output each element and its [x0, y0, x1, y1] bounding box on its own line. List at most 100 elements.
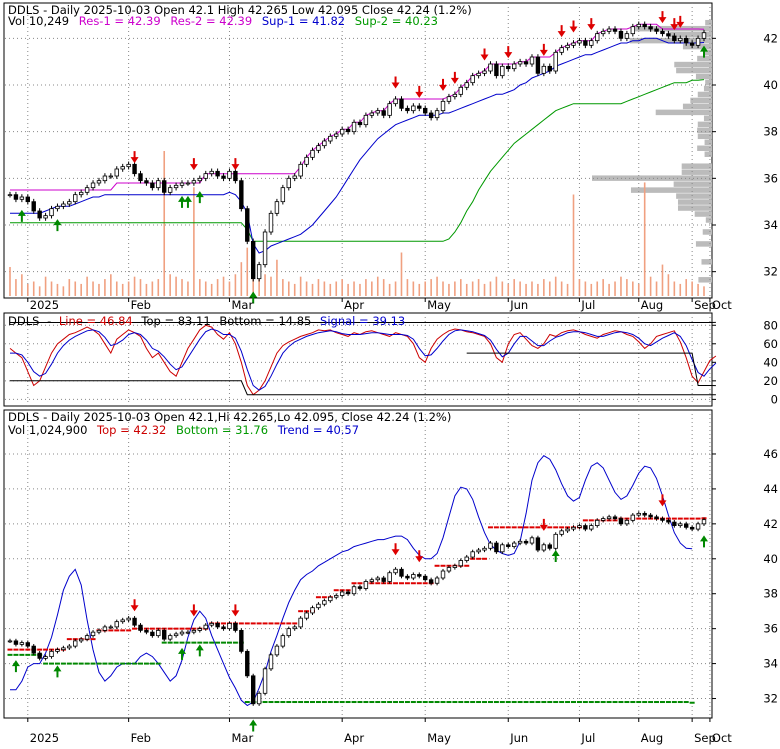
- volume-profile-bar: [678, 199, 712, 204]
- candle-body: [352, 122, 356, 131]
- volume-bar: [229, 282, 231, 297]
- volume-bar: [152, 282, 154, 297]
- candle-body: [572, 43, 576, 45]
- volume-bar: [193, 187, 195, 296]
- volume-bar: [306, 282, 308, 297]
- volume-bar: [691, 282, 693, 297]
- volume-bar: [448, 284, 450, 296]
- candle-body: [26, 643, 30, 646]
- x-tick-label: Jul: [580, 298, 595, 312]
- candle-body: [269, 213, 273, 232]
- candle-body: [109, 627, 113, 628]
- candle-body: [186, 632, 190, 633]
- volume-bar: [241, 262, 243, 296]
- volume-bar: [496, 277, 498, 296]
- candle-body: [109, 176, 113, 177]
- candle-body: [145, 630, 149, 632]
- candle-body: [240, 630, 244, 651]
- candle-body: [346, 592, 350, 594]
- volume-profile-bar: [703, 229, 712, 234]
- stochastic-y-tick-label: 60: [763, 337, 778, 351]
- candle-body: [400, 569, 404, 576]
- volume-bar: [573, 195, 575, 297]
- candle-body: [572, 527, 576, 529]
- candle-body: [512, 543, 516, 546]
- volume-bar: [632, 282, 634, 297]
- candle-body: [8, 195, 12, 196]
- bands-y-tick-label: 46: [763, 447, 778, 461]
- volume-bar: [199, 279, 201, 296]
- volume-profile-bar: [676, 193, 712, 198]
- candle-body: [14, 641, 18, 644]
- volume-bar: [15, 279, 17, 296]
- candle-body: [655, 517, 659, 519]
- candle-body: [174, 634, 178, 636]
- volume-bar: [401, 253, 403, 297]
- candle-body: [168, 188, 172, 193]
- x-tick-label: Feb: [131, 298, 151, 312]
- candle-body: [512, 64, 516, 69]
- candle-body: [690, 43, 694, 45]
- volume-bar: [596, 282, 598, 297]
- candle-body: [471, 552, 475, 557]
- volume-bar: [146, 284, 148, 296]
- candle-body: [275, 646, 279, 655]
- candle-body: [595, 520, 599, 525]
- candle-body: [370, 113, 374, 115]
- candle-body: [281, 636, 285, 646]
- stochastic-dash: -: [47, 314, 51, 328]
- x-tick-label: Mar: [231, 298, 253, 312]
- candle-body: [352, 587, 356, 594]
- candle-body: [589, 526, 593, 529]
- candle-body: [38, 211, 42, 218]
- candle-body: [68, 646, 72, 648]
- volume-profile-bar: [705, 152, 712, 157]
- candle-body: [305, 157, 309, 164]
- candle-body: [281, 188, 285, 202]
- price-panel-frame: [4, 3, 712, 298]
- bands-volume-label: Vol 1,024,900: [8, 423, 87, 437]
- price-y-tick-label: 34: [763, 218, 778, 232]
- volume-bar: [620, 277, 622, 296]
- bands-y-tick-label: 44: [763, 482, 778, 496]
- candle-body: [293, 176, 297, 178]
- x-tick-label: May: [427, 731, 451, 745]
- legend-res-1: Res-1 = 42.39: [79, 14, 161, 28]
- volume-bar: [454, 282, 456, 297]
- volume-bar: [638, 284, 640, 296]
- volume-bar: [460, 279, 462, 296]
- volume-bar: [513, 279, 515, 296]
- candle-body: [73, 641, 77, 646]
- volume-bar: [187, 282, 189, 297]
- price-y-tick-label: 36: [763, 171, 778, 185]
- candle-body: [453, 566, 457, 568]
- volume-bar: [424, 282, 426, 297]
- candle-body: [323, 141, 327, 146]
- candle-body: [518, 541, 522, 543]
- volume-bar: [169, 274, 171, 296]
- candle-body: [584, 526, 588, 529]
- candle-body: [394, 569, 398, 572]
- candle-body: [673, 522, 677, 525]
- candle-body: [382, 111, 386, 116]
- candle-body: [554, 534, 558, 548]
- candle-body: [287, 629, 291, 636]
- x-tick-label: 2025: [30, 731, 59, 745]
- legend-bottom: Bottom = 14.85: [219, 314, 311, 328]
- candle-body: [459, 561, 463, 566]
- volume-profile-bar: [698, 122, 712, 127]
- candle-body: [655, 29, 659, 31]
- candle-body: [198, 629, 202, 631]
- volume-bar: [318, 279, 320, 296]
- candle-body: [121, 620, 125, 622]
- volume-bar: [466, 284, 468, 296]
- candle-body: [667, 520, 671, 522]
- legend-sup-2: Sup-2 = 40.23: [355, 14, 438, 28]
- volume-bar: [703, 286, 705, 296]
- candle-body: [180, 183, 184, 185]
- candle-body: [441, 571, 445, 578]
- candle-body: [637, 24, 641, 26]
- candle-body: [103, 627, 107, 630]
- candle-body: [91, 632, 95, 635]
